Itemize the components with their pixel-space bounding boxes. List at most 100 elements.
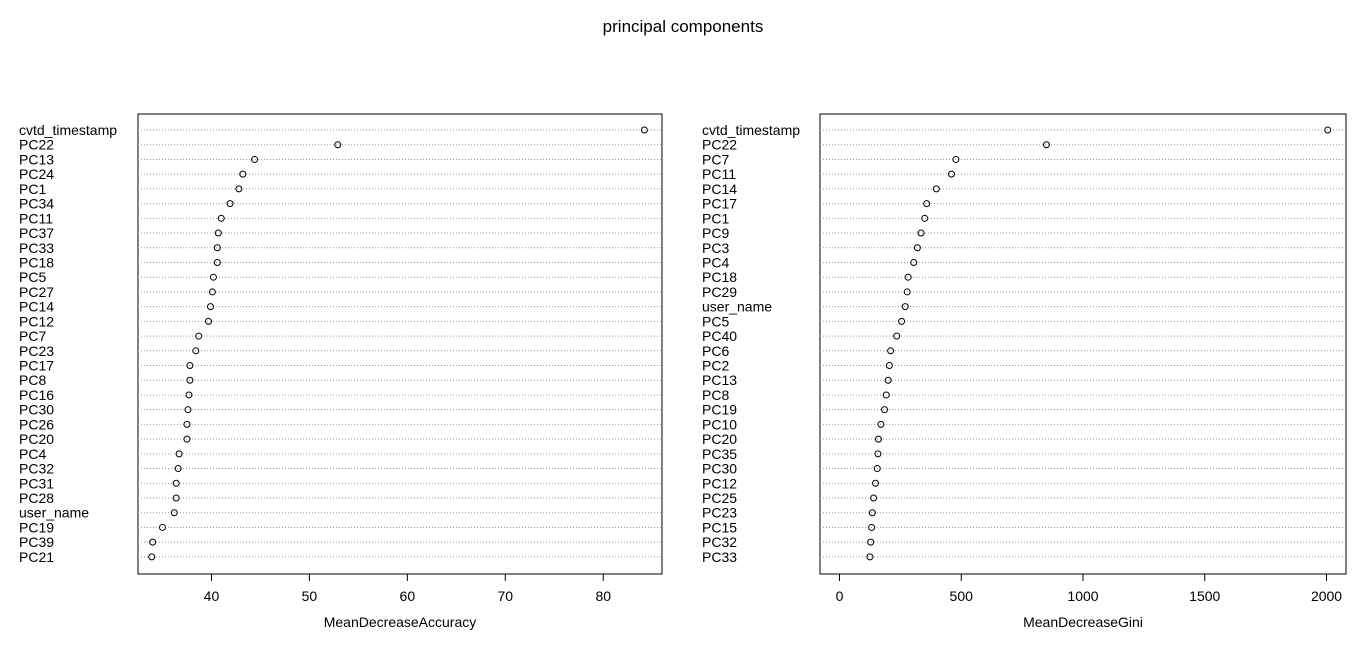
x-tick-label: 80 (595, 588, 611, 604)
data-point (640, 126, 648, 134)
category-label: PC4 (19, 446, 46, 462)
data-point (208, 288, 216, 296)
category-label: PC8 (19, 372, 46, 388)
data-point (174, 465, 182, 473)
category-label: PC2 (702, 358, 729, 374)
category-label: cvtd_timestamp (19, 122, 117, 138)
data-point (172, 479, 180, 487)
category-label: PC14 (702, 181, 737, 197)
category-label: PC14 (19, 299, 54, 315)
data-point (884, 376, 892, 384)
category-label: PC12 (19, 313, 54, 329)
category-label: PC17 (702, 196, 737, 212)
category-label: PC9 (702, 225, 729, 241)
x-tick-label: 50 (302, 588, 318, 604)
data-point (874, 435, 882, 443)
data-point (148, 553, 156, 561)
x-axis-label: MeanDecreaseGini (1023, 614, 1143, 630)
data-point (183, 435, 191, 443)
x-tick-label: 0 (836, 588, 844, 604)
category-label: PC37 (19, 225, 54, 241)
data-point (885, 362, 893, 370)
category-label: PC31 (19, 475, 54, 491)
category-label: PC13 (19, 151, 54, 167)
category-label: PC11 (19, 210, 53, 226)
data-point (235, 185, 243, 193)
category-label: PC20 (702, 431, 737, 447)
x-axis-label: MeanDecreaseAccuracy (324, 614, 477, 630)
category-label: PC18 (702, 269, 737, 285)
data-point (226, 200, 234, 208)
category-label: PC34 (19, 196, 54, 212)
data-point (901, 303, 909, 311)
category-label: PC39 (19, 534, 54, 550)
category-label: PC33 (702, 549, 737, 565)
data-point (877, 420, 885, 428)
data-point (870, 494, 878, 502)
chart-title: principal components (602, 17, 764, 36)
data-point (185, 391, 193, 399)
category-label: cvtd_timestamp (702, 122, 800, 138)
x-tick-label: 1000 (1067, 588, 1098, 604)
data-point (206, 303, 214, 311)
data-point (887, 347, 895, 355)
category-label: PC7 (702, 151, 729, 167)
category-label: PC19 (19, 519, 54, 535)
data-point (903, 288, 911, 296)
data-point (868, 523, 876, 531)
data-point (149, 538, 157, 546)
data-point (209, 273, 217, 281)
category-label: PC10 (702, 416, 737, 432)
data-point (874, 450, 882, 458)
data-point (217, 214, 225, 222)
data-point (213, 258, 221, 266)
data-point (213, 244, 221, 252)
data-point (932, 185, 940, 193)
data-point (158, 523, 166, 531)
data-point (172, 494, 180, 502)
category-label: PC7 (19, 328, 46, 344)
category-label: PC22 (19, 137, 54, 153)
x-tick-label: 1500 (1189, 588, 1220, 604)
data-point (175, 450, 183, 458)
data-point (334, 141, 342, 149)
data-point (239, 170, 247, 178)
data-point (867, 538, 875, 546)
data-point (1324, 126, 1332, 134)
category-label: PC15 (702, 519, 737, 535)
x-tick-label: 70 (498, 588, 514, 604)
data-point (923, 200, 931, 208)
data-point (882, 391, 890, 399)
category-label: PC5 (702, 313, 729, 329)
data-point (873, 465, 881, 473)
category-label: PC24 (19, 166, 54, 182)
data-point (186, 362, 194, 370)
category-label: PC27 (19, 284, 54, 300)
category-label: PC1 (19, 181, 46, 197)
category-label: PC22 (702, 137, 737, 153)
x-tick-label: 2000 (1311, 588, 1342, 604)
data-point (948, 170, 955, 178)
category-label: PC25 (702, 490, 737, 506)
data-point (952, 155, 960, 163)
category-label: PC33 (19, 240, 54, 256)
category-label: PC32 (702, 534, 737, 550)
data-point (868, 509, 876, 517)
category-label: PC18 (19, 254, 54, 270)
category-label: PC1 (702, 210, 729, 226)
data-point (170, 509, 178, 517)
category-label: PC20 (19, 431, 54, 447)
category-label: PC35 (702, 446, 737, 462)
category-label: PC17 (19, 358, 54, 374)
data-point (910, 258, 918, 266)
plot-frame (137, 113, 663, 575)
category-label: PC8 (702, 387, 729, 403)
category-label: PC5 (19, 269, 46, 285)
category-label: PC28 (19, 490, 54, 506)
data-point (251, 155, 259, 163)
category-label: PC29 (702, 284, 737, 300)
data-point (898, 317, 906, 325)
data-point (921, 214, 929, 222)
category-label: PC3 (702, 240, 729, 256)
